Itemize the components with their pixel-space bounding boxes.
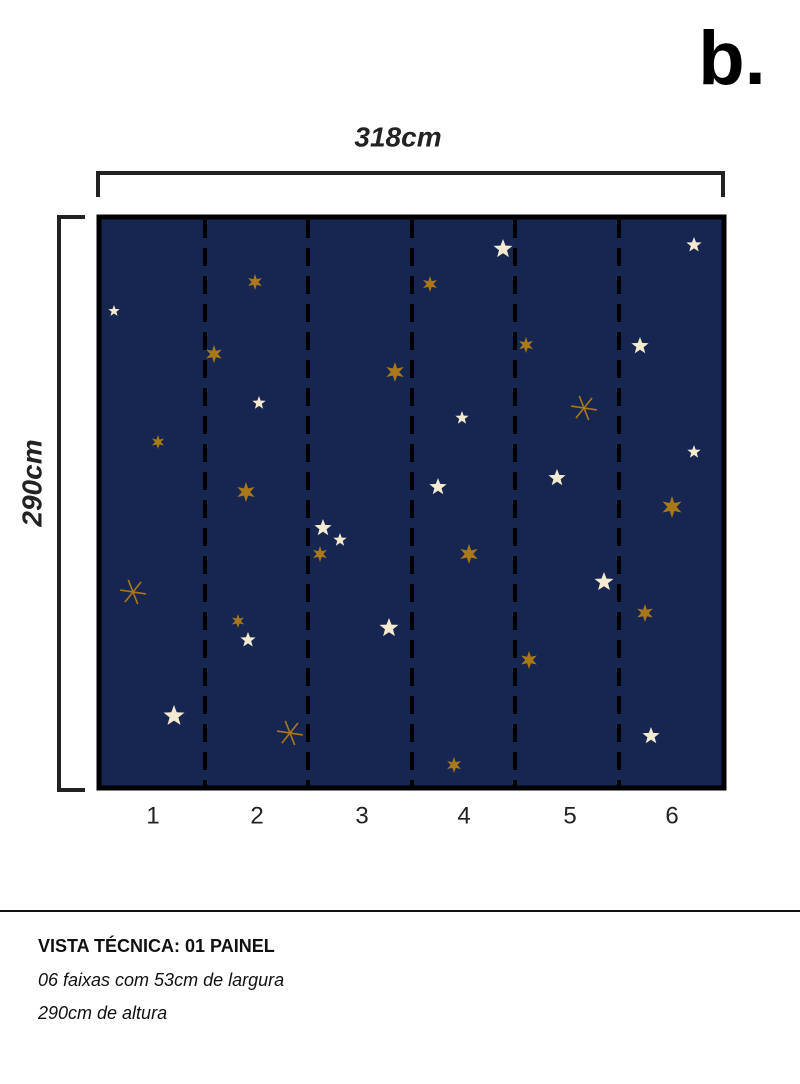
star [521, 651, 537, 669]
star [240, 632, 256, 647]
footer-line: 06 faixas com 53cm de largura [38, 970, 285, 990]
star [686, 237, 702, 252]
star [631, 337, 649, 354]
star [642, 727, 660, 744]
strip-label: 5 [563, 802, 576, 829]
star [108, 305, 120, 316]
star [460, 544, 478, 564]
star [519, 337, 533, 353]
strip-label: 4 [457, 802, 470, 829]
strip-dividers [203, 220, 621, 786]
star [429, 478, 447, 495]
footer-line: 290cm de altura [38, 1003, 168, 1023]
star-burst [281, 722, 299, 744]
technical-drawing: b. 318cm 290cm 1 2 3 4 5 6 [16, 16, 766, 829]
star [379, 618, 399, 637]
star [594, 572, 614, 591]
star-burst [124, 581, 142, 603]
width-label: 318cm [354, 121, 441, 152]
star [333, 533, 347, 546]
strip-label: 6 [665, 802, 678, 829]
star [248, 274, 262, 290]
star [447, 757, 461, 773]
star [151, 435, 165, 449]
strip-labels: 1 2 3 4 5 6 [146, 802, 678, 829]
strip-label: 1 [146, 802, 159, 829]
star [687, 445, 701, 458]
star-burst [575, 397, 593, 419]
strip-label: 2 [250, 802, 263, 829]
height-bracket [57, 215, 85, 792]
star [662, 496, 682, 518]
star [252, 396, 266, 409]
star [313, 546, 327, 562]
stars [108, 237, 702, 773]
star [237, 482, 255, 502]
star [493, 239, 513, 258]
star [548, 469, 566, 486]
logo: b. [698, 16, 766, 101]
star [455, 411, 469, 424]
star [314, 519, 332, 536]
footer-title: VISTA TÉCNICA: 01 PAINEL [38, 936, 275, 956]
divider-line [0, 910, 800, 912]
star [231, 614, 245, 628]
width-bracket [96, 171, 725, 197]
star [163, 705, 185, 725]
strip-label: 3 [355, 802, 368, 829]
height-label: 290cm [16, 439, 47, 527]
star [637, 604, 653, 622]
star [206, 345, 222, 363]
star [423, 276, 437, 292]
star [386, 362, 404, 382]
